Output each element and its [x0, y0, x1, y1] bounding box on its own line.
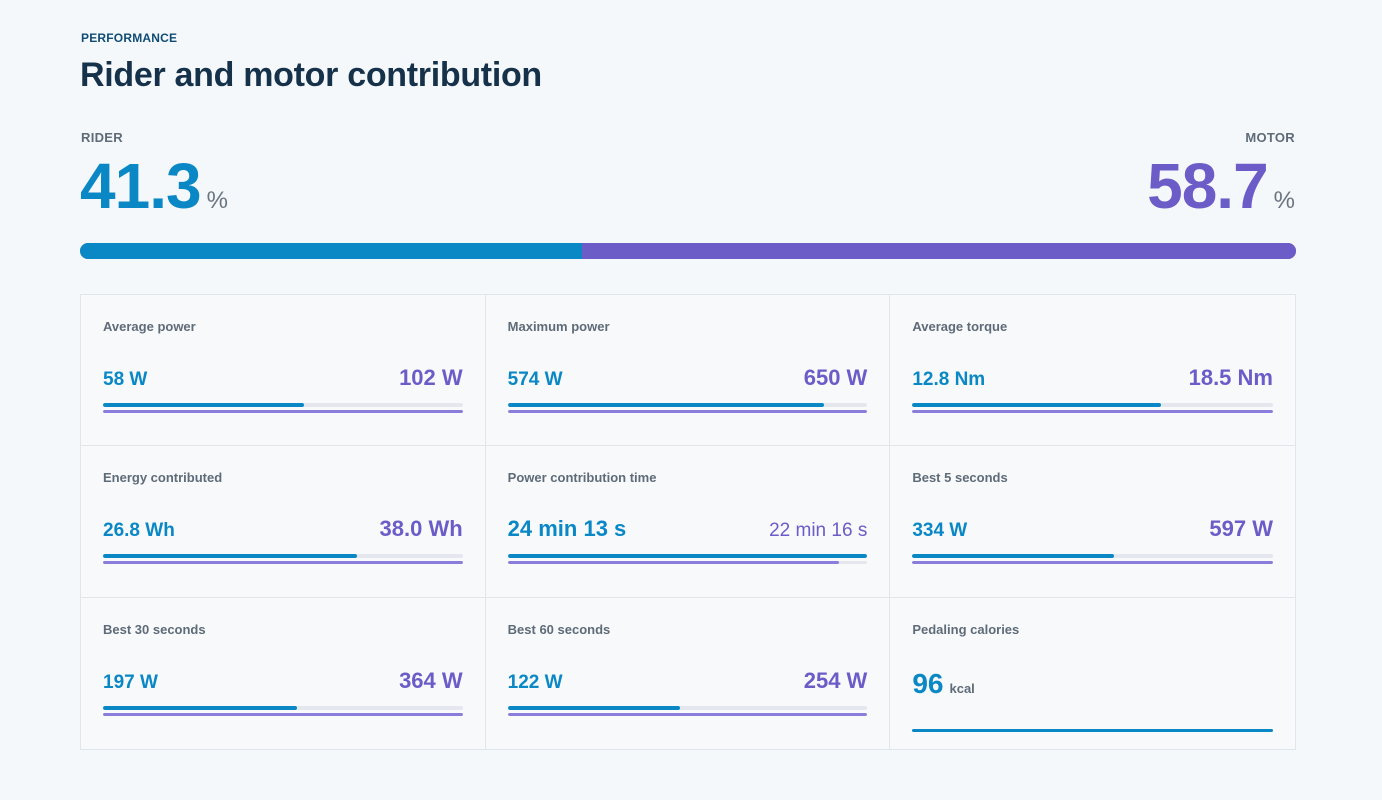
metric-title: Power contribution time — [507, 470, 657, 486]
motor-value: 102 W — [399, 365, 463, 390]
rider-bar — [507, 705, 681, 710]
rider-percentage-unit: % — [206, 187, 228, 214]
rider-bar — [103, 554, 357, 559]
comparison-bars — [507, 705, 868, 716]
page-title: Rider and motor contribution — [80, 56, 542, 94]
metric-card-best-30-seconds: Best 30 seconds 197 W 364 W — [81, 597, 486, 749]
metric-title: Average power — [103, 319, 196, 334]
metric-title: Average torque — [912, 319, 1008, 334]
metric-title: Best 60 seconds — [507, 621, 611, 637]
metric-title: Energy contributed — [103, 470, 223, 486]
rider-value: 26.8 Wh — [103, 520, 175, 542]
motor-bar — [507, 712, 868, 716]
motor-bar — [507, 561, 839, 565]
metric-title: Pedaling calories — [912, 621, 1020, 637]
comparison-bars — [912, 554, 1273, 565]
motor-bar — [507, 410, 868, 413]
comparison-bars — [103, 705, 463, 716]
motor-value: 22 min 16 s — [769, 520, 868, 542]
motor-value: 254 W — [803, 667, 868, 693]
rider-value: 58 W — [103, 369, 148, 390]
rider-value: 334 W — [912, 520, 968, 542]
rider-bar — [912, 403, 1162, 407]
metric-card-maximum-power: Maximum power 574 W 650 W — [485, 295, 891, 447]
rider-value: 197 W — [103, 671, 158, 693]
rider-label: RIDER — [81, 130, 123, 145]
metric-title: Best 30 seconds — [103, 621, 206, 637]
rider-value: 24 min 13 s — [507, 516, 627, 542]
rider-bar — [912, 554, 1115, 559]
motor-percentage-value: 58.7 — [1147, 150, 1269, 222]
motor-label: MOTOR — [1245, 130, 1295, 145]
comparison-bars — [103, 554, 463, 565]
metric-card-pedaling-calories: Pedaling calories 96 kcal — [890, 598, 1295, 749]
contribution-split-bar — [80, 243, 1296, 259]
motor-bar — [103, 712, 463, 716]
section-eyebrow: PERFORMANCE — [81, 31, 178, 45]
rider-share-segment — [80, 243, 583, 259]
comparison-bars — [507, 554, 868, 565]
motor-value: 38.0 Wh — [379, 516, 463, 542]
rider-value: 12.8 Nm — [912, 369, 986, 390]
motor-value: 364 W — [399, 667, 463, 693]
metric-card-power-contribution-time: Power contribution time 24 min 13 s 22 m… — [485, 446, 891, 598]
rider-percentage: 41.3 % — [80, 150, 228, 222]
motor-value: 597 W — [1209, 516, 1273, 542]
motor-share-segment — [582, 243, 1296, 259]
calories-unit: kcal — [949, 680, 975, 696]
comparison-bars — [507, 403, 868, 413]
rider-bar — [507, 554, 868, 559]
motor-bar — [103, 410, 463, 413]
comparison-bars — [103, 403, 463, 413]
motor-bar — [912, 410, 1273, 413]
motor-value: 18.5 Nm — [1188, 365, 1273, 390]
metric-title: Maximum power — [507, 319, 610, 334]
rider-value: 122 W — [507, 671, 563, 693]
metric-card-best-5-seconds: Best 5 seconds 334 W 597 W — [890, 446, 1295, 598]
motor-percentage: 58.7 % — [1147, 150, 1295, 222]
motor-percentage-unit: % — [1273, 187, 1295, 214]
motor-value: 650 W — [803, 365, 868, 390]
rider-percentage-value: 41.3 — [80, 150, 202, 222]
metrics-grid: Average power 58 W 102 W Maximum power 5… — [80, 294, 1296, 750]
metric-card-energy-contributed: Energy contributed 26.8 Wh 38.0 Wh — [81, 446, 486, 598]
metric-card-average-power: Average power 58 W 102 W — [81, 295, 486, 447]
metric-title: Best 5 seconds — [912, 470, 1008, 486]
motor-bar — [103, 561, 463, 565]
metric-card-best-60-seconds: Best 60 seconds 122 W 254 W — [486, 597, 891, 749]
calories-bar — [912, 728, 1273, 732]
rider-bar — [507, 403, 825, 407]
rider-bar — [103, 705, 298, 710]
rider-value: 96 — [912, 667, 944, 699]
comparison-bars — [912, 403, 1273, 413]
rider-bar — [103, 403, 305, 407]
rider-value: 574 W — [507, 369, 563, 390]
motor-bar — [912, 561, 1273, 565]
metric-card-average-torque: Average torque 12.8 Nm 18.5 Nm — [890, 295, 1295, 447]
